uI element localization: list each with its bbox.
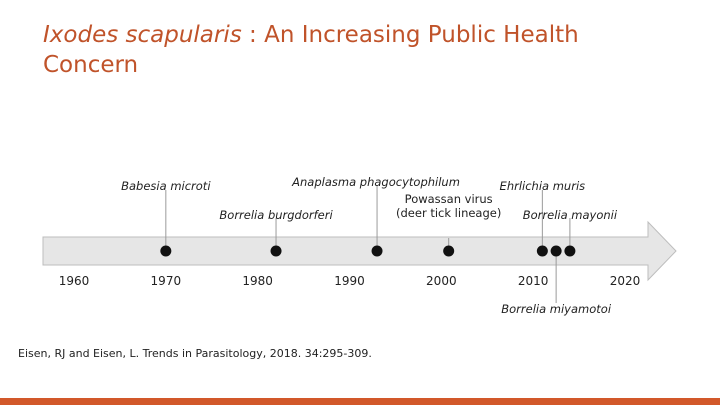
tick-label: 2000 — [426, 274, 457, 288]
tick-label: 2020 — [610, 274, 641, 288]
timeline-event: Powassan virus(deer tick lineage) — [396, 192, 501, 257]
timeline-events: Babesia microti Borrelia burgdorferi Anapl… — [121, 175, 618, 316]
event-dot — [160, 245, 172, 257]
tick-label: 1960 — [59, 274, 90, 288]
event-label: Powassan virus — [405, 192, 493, 206]
event-label: Borrelia miyamotoi — [501, 302, 612, 316]
timeline-event: Borrelia mayonii — [523, 208, 618, 257]
event-dot — [443, 245, 455, 257]
timeline-event: Borrelia miyamotoi — [501, 245, 612, 316]
timeline-event: Anaplasma phagocytophilum — [291, 175, 460, 257]
tick-label: 1980 — [242, 274, 273, 288]
tick-label: 1990 — [334, 274, 365, 288]
event-label: (deer tick lineage) — [396, 206, 501, 220]
event-label: Ehrlichia muris — [500, 179, 586, 193]
timeline-event: Babesia microti — [121, 179, 211, 257]
footer-accent-bar — [0, 398, 720, 405]
citation: Eisen, RJ and Eisen, L. Trends in Parasi… — [18, 347, 372, 360]
event-label: Borrelia mayonii — [523, 208, 618, 222]
event-dot — [536, 245, 548, 257]
event-dot — [371, 245, 383, 257]
timeline-event: Borrelia burgdorferi — [219, 208, 333, 257]
event-label: Borrelia burgdorferi — [219, 208, 333, 222]
tick-labels: 1960 1970 1980 1990 2000 2010 2020 — [59, 274, 641, 288]
tick-label: 2010 — [518, 274, 549, 288]
timeline-event: Ehrlichia muris — [500, 179, 586, 257]
title-species: Ixodes scapularis — [43, 22, 242, 48]
event-dot — [564, 245, 576, 257]
title-rest: : An Increasing Public Health Concern — [43, 22, 579, 78]
event-dot — [550, 245, 562, 257]
slide-title: Ixodes scapularis : An Increasing Public… — [43, 20, 663, 80]
timeline-arrow-bar — [42, 220, 677, 282]
event-label: Anaplasma phagocytophilum — [291, 175, 460, 189]
event-label: Babesia microti — [121, 179, 211, 193]
event-dot — [270, 245, 282, 257]
tick-label: 1970 — [151, 274, 182, 288]
